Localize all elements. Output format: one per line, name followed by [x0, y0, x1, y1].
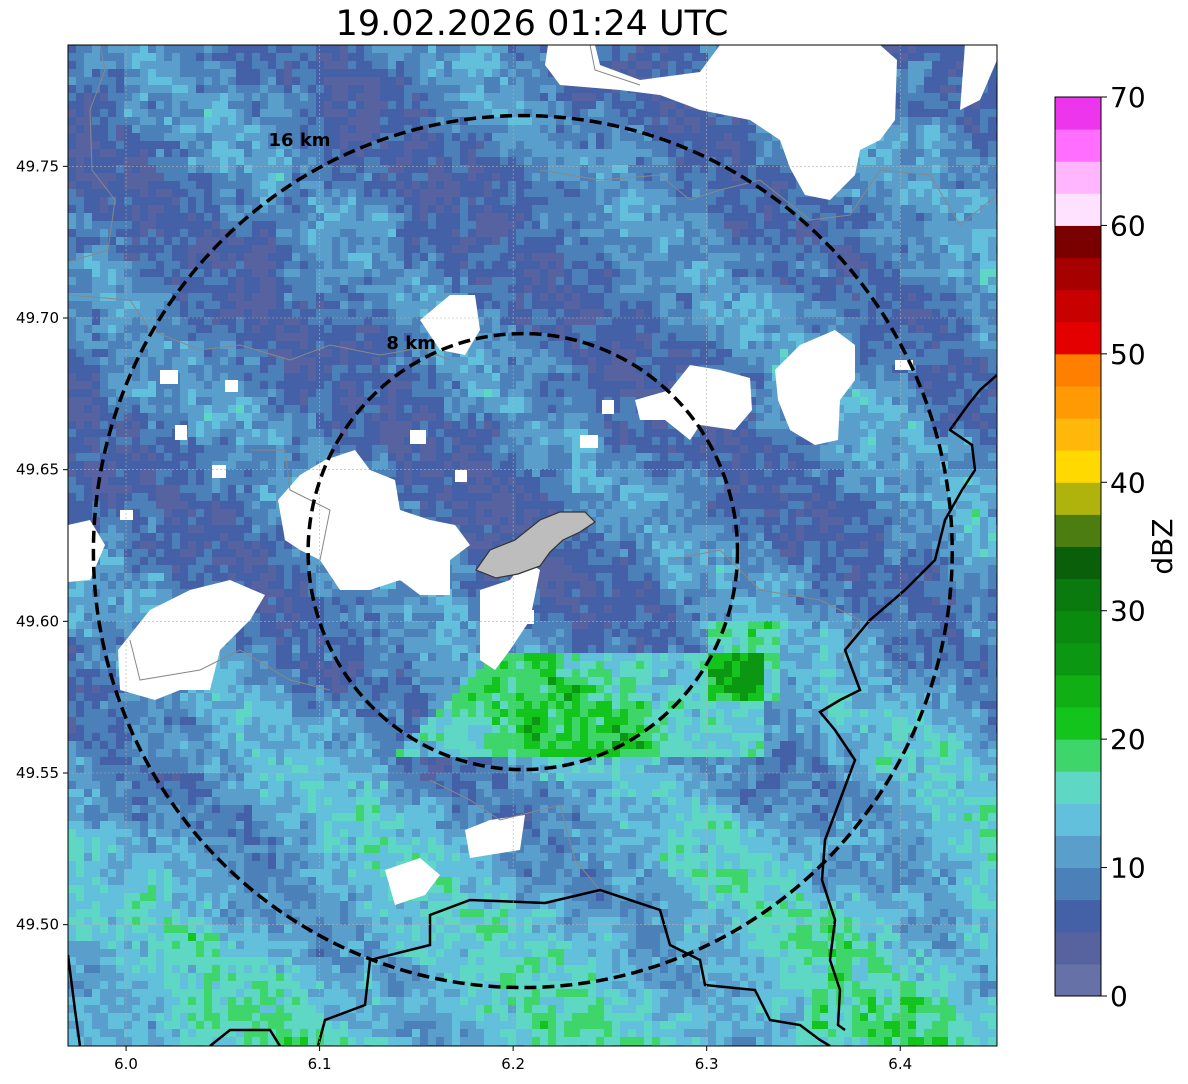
colorbar-segment: [1055, 674, 1101, 708]
admin-border-line: [68, 294, 451, 361]
colorbar-segment: [1055, 707, 1101, 740]
y-tick-label: 49.55: [16, 764, 59, 782]
y-tick-label: 49.50: [16, 916, 59, 934]
colorbar-tick-label: 70: [1110, 81, 1146, 114]
colorbar-segment: [1055, 161, 1101, 194]
no-echo-region: [480, 560, 540, 670]
x-tick-label: 6.1: [308, 1055, 332, 1073]
colorbar-segment: [1055, 899, 1101, 933]
colorbar: 0 10 20 30 40 50 60 70 dBZ: [1054, 81, 1179, 1013]
no-echo-region: [175, 425, 187, 440]
range-ring-label: 16 km: [269, 130, 331, 151]
admin-border-line: [539, 169, 997, 226]
colorbar-segment: [1055, 418, 1101, 451]
no-echo-region: [410, 430, 426, 444]
admin-border-line: [129, 639, 331, 691]
reflectivity-raster: [68, 45, 997, 1046]
no-echo-region: [602, 400, 614, 414]
country-border-line: [209, 1028, 282, 1046]
colorbar-segment: [1055, 353, 1101, 387]
x-tick-label: 6.3: [695, 1055, 719, 1073]
colorbar-tick-label: 0: [1110, 980, 1128, 1013]
no-echo-region: [775, 330, 855, 445]
y-tick-label: 49.75: [16, 157, 59, 175]
colorbar-segment: [1055, 931, 1101, 965]
y-tick-label: 49.60: [16, 612, 59, 630]
colorbar-segment: [1055, 578, 1101, 612]
colorbar-segment: [1055, 450, 1101, 483]
y-axis: 49.50 49.55 49.60 49.65 49.70 49.75: [16, 157, 68, 934]
range-ring-16km: [91, 113, 954, 990]
colorbar-segment: [1055, 97, 1101, 130]
colorbar-tick-label: 10: [1110, 852, 1146, 885]
x-tick-label: 6.0: [114, 1055, 138, 1073]
no-echo-region: [225, 380, 238, 392]
no-echo-region: [895, 360, 913, 370]
no-echo-region: [278, 450, 470, 595]
colorbar-segment: [1055, 257, 1101, 291]
colorbar-segment: [1055, 642, 1101, 676]
radar-plot-area[interactable]: 8 km 16 km: [68, 45, 1005, 1054]
colorbar-segment: [1055, 771, 1101, 804]
plot-frame: [67, 44, 998, 1047]
borders: [68, 45, 997, 1046]
no-echo-region: [455, 470, 467, 482]
country-border-line: [68, 954, 82, 1046]
colorbar-segment: [1055, 803, 1101, 836]
no-echo-region: [385, 858, 440, 905]
no-echo-region: [212, 465, 226, 478]
colorbar-segment: [1055, 129, 1101, 162]
colorbar-segment: [1055, 867, 1101, 901]
admin-border-line: [250, 449, 331, 561]
no-echo-region: [68, 520, 105, 582]
colorbar-tick-label: 50: [1110, 338, 1146, 371]
colorbar-tick-label: 60: [1110, 209, 1146, 242]
city-outline: [475, 511, 596, 579]
x-axis: 6.0 6.1 6.2 6.3 6.4: [114, 1046, 912, 1073]
colorbar-label: dBZ: [1146, 518, 1179, 574]
no-echo-region: [580, 435, 598, 448]
admin-border-line: [68, 45, 116, 263]
colorbar-tick-label: 20: [1110, 723, 1146, 756]
colorbar-segment: [1055, 739, 1101, 772]
range-ring-8km: [306, 331, 740, 772]
y-tick-label: 49.70: [16, 309, 59, 327]
range-rings: 8 km 16 km: [91, 113, 954, 990]
colorbar-segment: [1055, 385, 1101, 419]
x-tick-label: 6.4: [888, 1055, 912, 1073]
colorbar-segment: [1055, 610, 1101, 644]
no-echo-region: [370, 500, 388, 512]
colorbar-segment: [1055, 546, 1101, 580]
x-tick-label: 6.2: [501, 1055, 525, 1073]
no-echo-region: [118, 580, 265, 700]
colorbar-frame: [1054, 96, 1102, 997]
colorbar-segment: [1055, 321, 1101, 355]
country-border-line: [316, 888, 831, 1046]
no-echo-region: [960, 45, 997, 110]
no-echo-region: [120, 510, 133, 520]
colorbar-segment: [1055, 963, 1101, 997]
y-tick-label: 49.65: [16, 461, 59, 479]
colorbar-segment: [1055, 289, 1101, 323]
map-title: 19.02.2026 01:24 UTC: [335, 4, 729, 44]
no-echo-region: [520, 610, 534, 624]
country-border-line: [818, 374, 997, 1032]
colorbar-segment: [1055, 514, 1101, 547]
no-echo-region: [465, 815, 525, 858]
range-ring-label: 8 km: [386, 333, 436, 354]
colorbar-tick-label: 30: [1110, 595, 1146, 628]
colorbar-segment: [1055, 225, 1101, 259]
no-echo-region: [635, 365, 752, 440]
admin-border-line: [669, 549, 861, 661]
colorbar-segment: [1055, 835, 1101, 869]
colorbar-segment: [1055, 482, 1101, 515]
no-echo-region: [160, 370, 178, 384]
admin-border-line: [429, 779, 601, 891]
no-echo-region: [545, 45, 897, 200]
colorbar-segment: [1055, 193, 1101, 226]
admin-border-line: [589, 45, 641, 86]
colorbar-tick-label: 40: [1110, 466, 1146, 499]
